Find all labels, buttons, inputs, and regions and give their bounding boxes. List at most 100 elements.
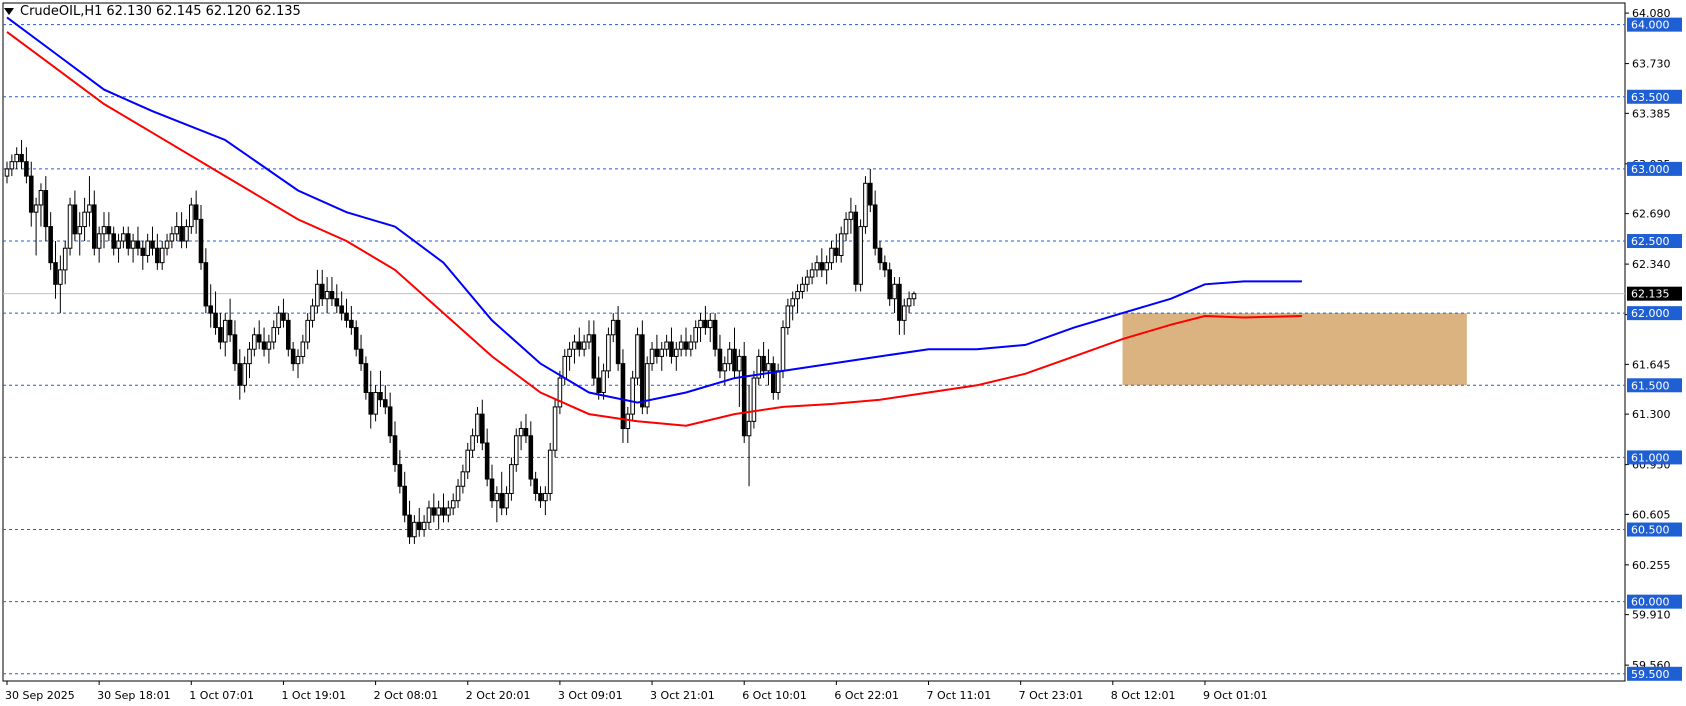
candle (426, 500, 432, 530)
candle-body-bear (155, 247, 160, 264)
candle-body-bull (809, 269, 815, 278)
candle-body-bull (242, 363, 247, 386)
candle-body-bull (906, 298, 912, 307)
candle (189, 197, 194, 234)
x-tick-label: 30 Sep 18:01 (97, 689, 170, 702)
candle (222, 313, 228, 357)
candle-body-bull (159, 247, 165, 264)
candle (4, 161, 10, 184)
candle (227, 298, 233, 342)
candle (683, 327, 689, 357)
candle (838, 226, 844, 263)
candle-body-bear (771, 363, 776, 393)
candle (693, 320, 699, 350)
level-tag (1627, 234, 1682, 249)
candle-body-bull (780, 327, 786, 372)
candle-body-bear (523, 428, 529, 437)
candle (897, 277, 902, 335)
y-tick-label: 60.605 (1632, 508, 1671, 521)
candle-body-bull (271, 327, 277, 343)
candle-body-bull (174, 226, 180, 235)
dropdown-triangle-icon[interactable] (4, 8, 14, 15)
ma-fast-line (6, 31, 1302, 427)
candle (62, 241, 68, 285)
candle (344, 298, 349, 328)
support-zone (1122, 313, 1467, 386)
level-tag (1627, 450, 1682, 465)
candle (28, 161, 34, 227)
candle (489, 464, 495, 508)
level-tag-label: 59.500 (1631, 668, 1670, 681)
candle-body-bear (416, 521, 422, 531)
candle-body-bull (87, 204, 92, 213)
candle-body-bear (353, 327, 359, 350)
candle-body-bear (761, 355, 766, 372)
candle-body-bull (838, 233, 844, 256)
candle-body-bear (329, 291, 335, 300)
candle (809, 262, 815, 285)
candle (116, 233, 121, 263)
x-tick-label: 9 Oct 01:01 (1203, 689, 1268, 702)
candle (795, 284, 800, 314)
candle (145, 233, 150, 263)
level-tag-label: 60.500 (1631, 524, 1670, 537)
candle-body-bull (630, 377, 635, 415)
candle (82, 197, 87, 242)
candle (96, 226, 102, 263)
candle (387, 392, 393, 443)
candle-body-bear (203, 262, 209, 307)
candle (329, 277, 335, 306)
candle (48, 212, 53, 270)
candle (38, 183, 44, 227)
candle (450, 493, 456, 516)
candle-body-bear (596, 377, 602, 393)
level-tag (1627, 89, 1682, 104)
candle (179, 212, 184, 249)
candle-body-bull (547, 449, 553, 494)
candle (630, 370, 635, 422)
candle-body-bull (756, 355, 762, 379)
level-tag-label: 62.500 (1631, 235, 1670, 248)
candle-body-bear (179, 226, 184, 242)
candle-body-bull (33, 204, 39, 213)
candle (528, 421, 534, 487)
candle (252, 327, 257, 357)
current-price-label: 62.135 (1631, 288, 1670, 301)
candle-body-bear (232, 334, 238, 365)
candle-body-bear (615, 319, 621, 365)
candle-body-bull (116, 240, 121, 249)
candle (664, 334, 669, 357)
level-tag-label: 63.000 (1631, 163, 1670, 176)
candle (853, 204, 859, 292)
candle-body-bull (790, 298, 796, 307)
candle-body-bull (446, 507, 451, 516)
candle (455, 479, 461, 508)
y-tick-label: 61.300 (1632, 408, 1671, 421)
candle (300, 334, 306, 364)
candle-body-bear (198, 218, 204, 264)
candle-body-bull (121, 233, 126, 242)
candle-body-bull (586, 334, 592, 343)
candle (67, 197, 73, 256)
candle-body-bear (213, 312, 218, 329)
level-tag-label: 61.500 (1631, 379, 1670, 392)
candle-body-bull (688, 341, 694, 350)
candle (14, 147, 19, 169)
candle (339, 291, 344, 321)
candle-body-bull (504, 492, 509, 509)
candle-body-bear (872, 204, 878, 249)
candle-body-bear (378, 391, 383, 401)
candle (324, 277, 330, 314)
candle-body-bear (363, 363, 369, 393)
candle (814, 255, 820, 278)
zone-layer (1122, 313, 1467, 386)
candle (635, 327, 640, 386)
candle-body-bull (562, 355, 568, 379)
candle (775, 363, 781, 400)
candle (159, 241, 165, 270)
candle-body-bear (392, 435, 398, 466)
candle-body-bear (319, 283, 325, 300)
candle-body-bear (92, 204, 97, 249)
candle (557, 370, 563, 415)
